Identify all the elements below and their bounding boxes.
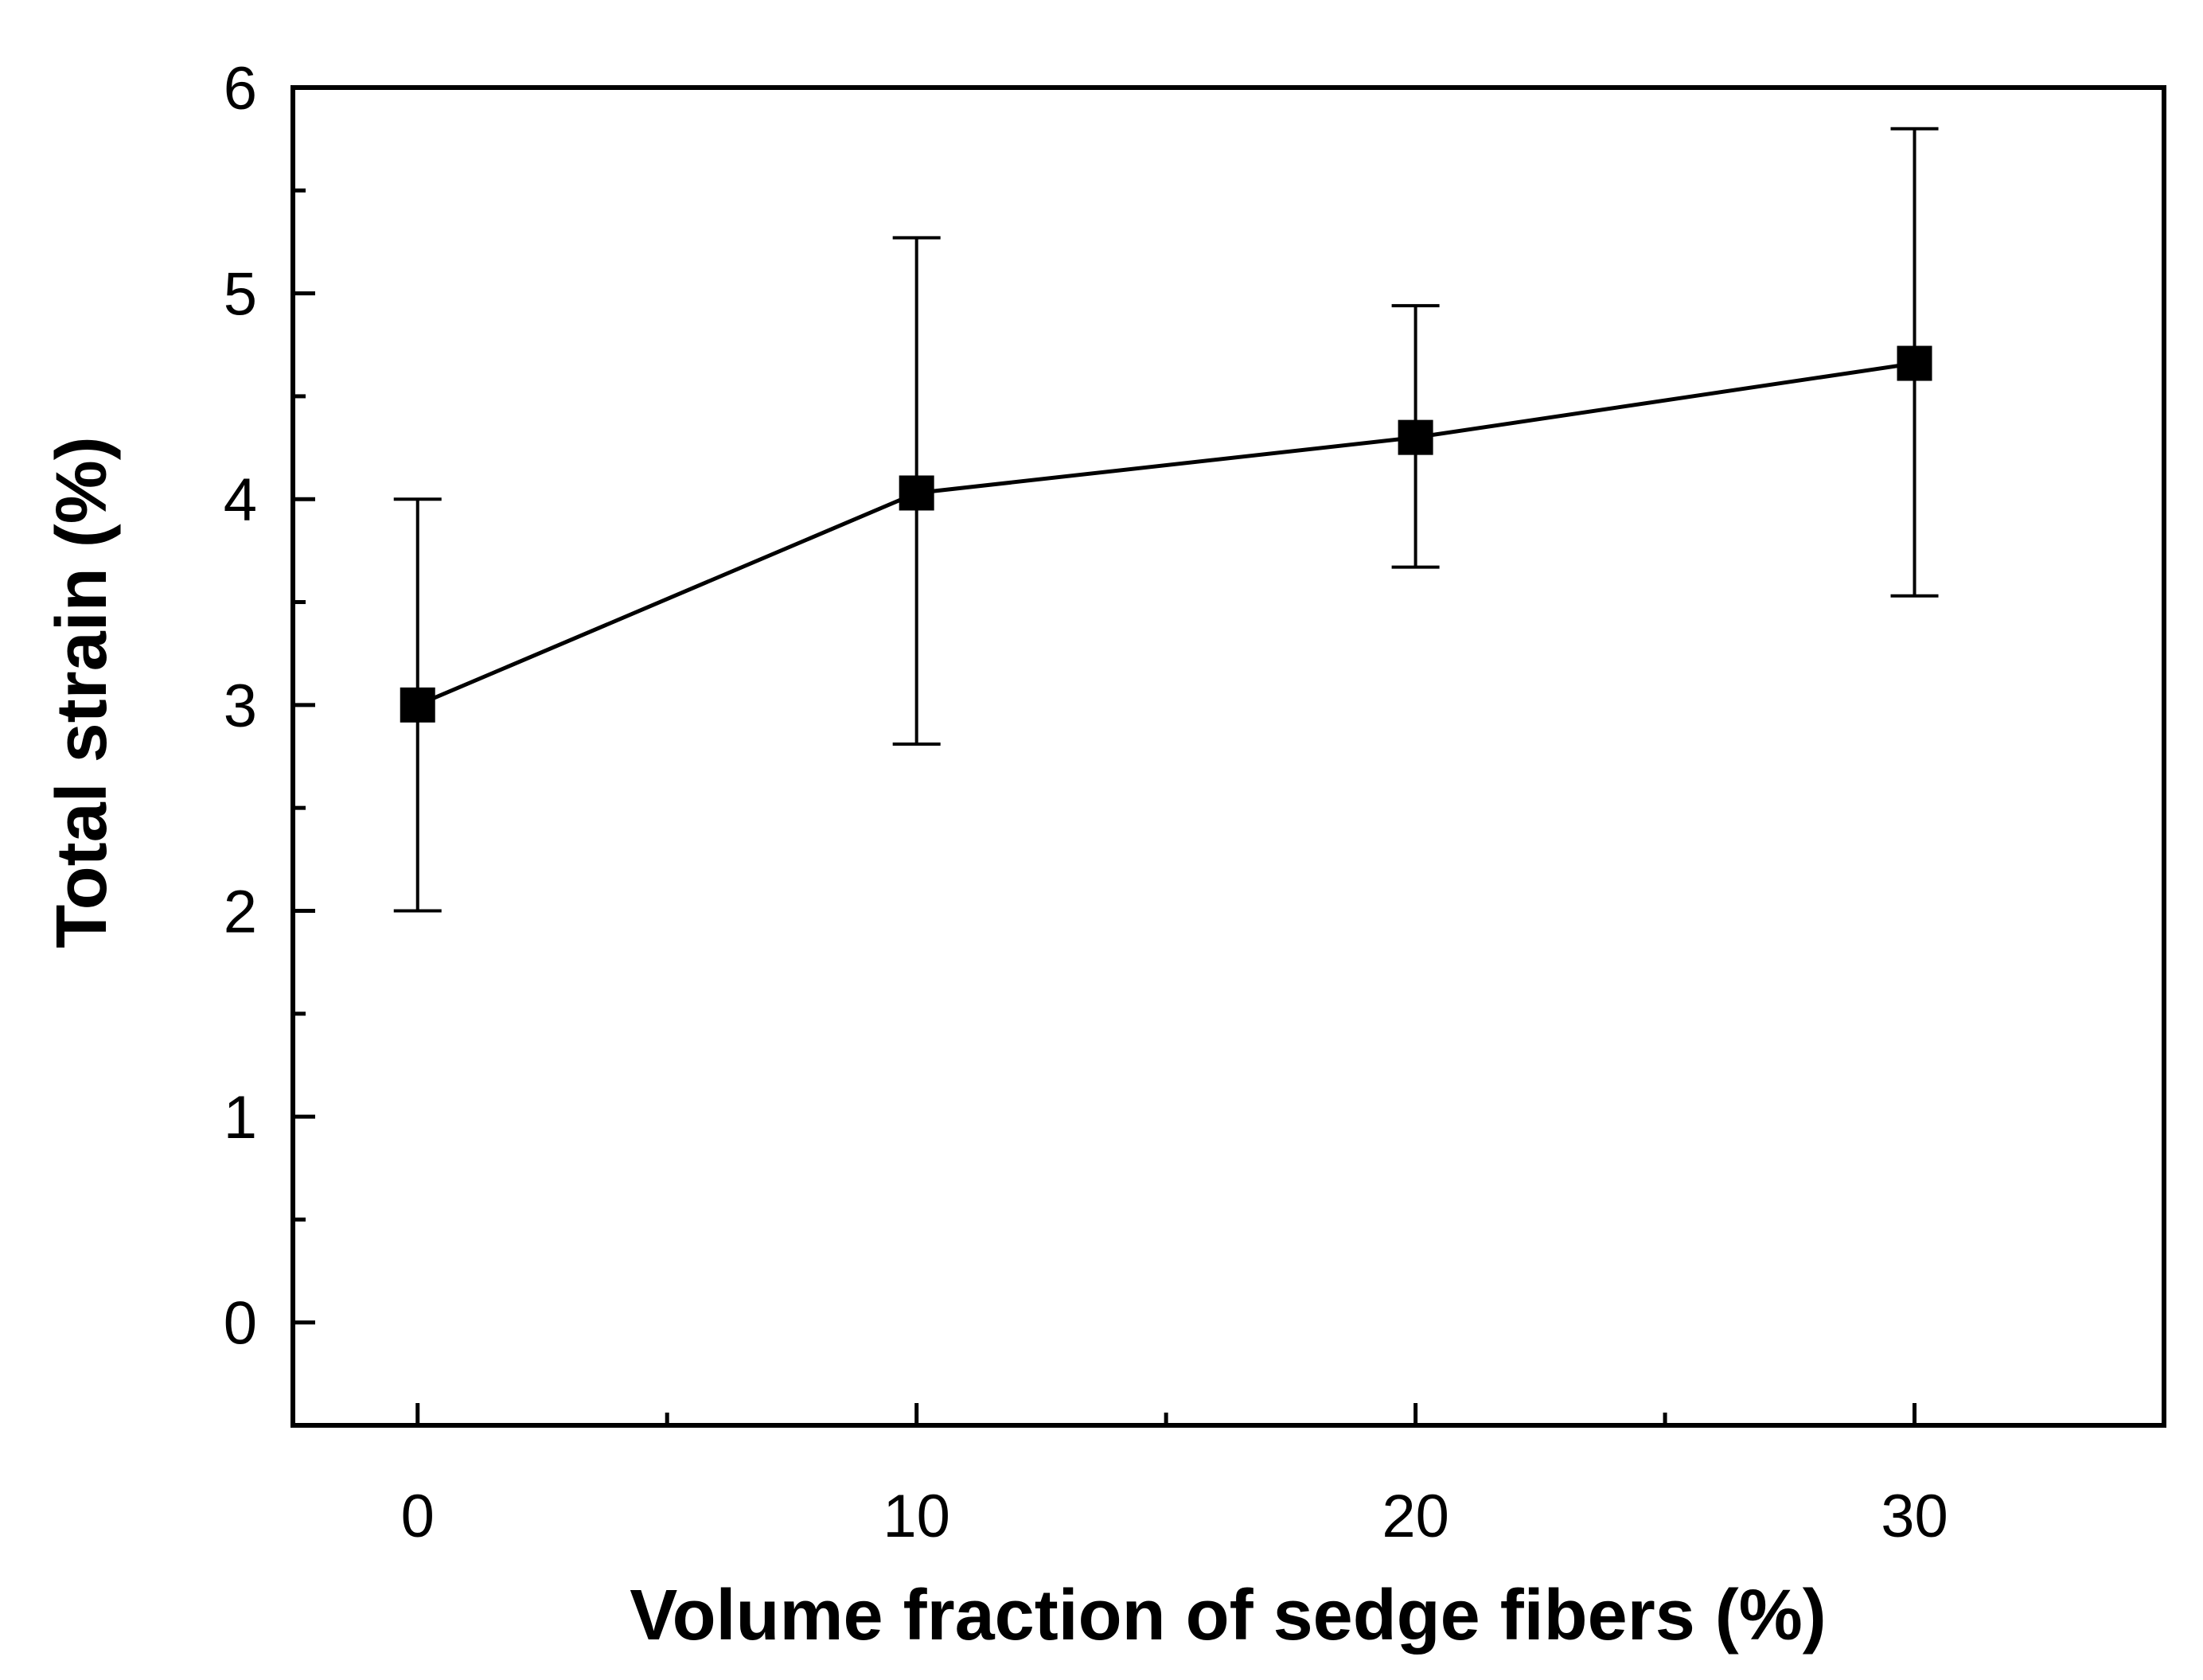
series-line: [416, 361, 1915, 707]
x-axis-title: Volume fraction of sedge fibers (%): [630, 1576, 1827, 1655]
data-point: [1897, 345, 1932, 381]
plot-frame: [290, 85, 2166, 1428]
y-tick-label: 6: [224, 55, 257, 123]
data-point: [400, 687, 435, 723]
data-point: [899, 475, 934, 511]
series-layer: [393, 127, 1939, 913]
y-tick-label: 0: [224, 1290, 257, 1358]
data-point: [1398, 419, 1433, 455]
y-tick-label: 3: [224, 672, 257, 740]
x-tick-label: 20: [1382, 1483, 1449, 1550]
x-tick-label: 0: [401, 1483, 435, 1550]
y-axis: 0 1 2 3 4 5 6: [224, 55, 315, 1358]
x-tick-label: 30: [1881, 1483, 1948, 1550]
x-axis: 0 10 20 30: [401, 1403, 1948, 1550]
y-tick-label: 5: [224, 261, 257, 329]
y-tick-label: 2: [224, 878, 257, 945]
y-axis-title: Total strain (%): [42, 436, 122, 948]
y-tick-label: 1: [224, 1084, 257, 1152]
x-tick-label: 10: [883, 1483, 950, 1550]
y-tick-label: 4: [224, 466, 257, 534]
